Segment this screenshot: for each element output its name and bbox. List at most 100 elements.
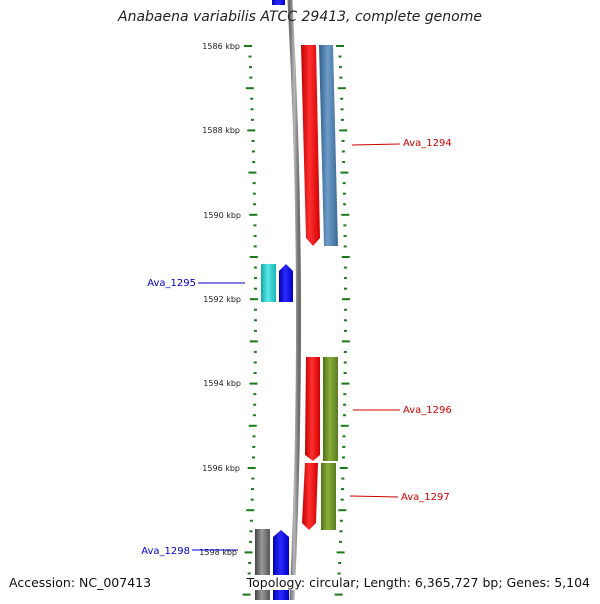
scale-tick-label: 1596 kbp xyxy=(202,464,240,473)
scale-tick-minor xyxy=(253,277,257,280)
cog-ava-1294[interactable] xyxy=(319,45,338,246)
gene-label-ava-1298[interactable]: Ava_1298 xyxy=(141,546,190,557)
scale-tick-minor xyxy=(249,519,253,522)
scale-tick-major xyxy=(337,87,346,90)
cds-ava-1294[interactable] xyxy=(301,45,320,246)
scale-tick-label: 1592 kbp xyxy=(203,295,241,304)
genome-backbone xyxy=(287,0,302,601)
scale-tick-minor xyxy=(342,182,346,185)
scale-tick-major xyxy=(248,424,257,427)
scale-tick-major xyxy=(249,340,258,343)
scale-tick-minor xyxy=(341,150,345,153)
scale-tick-minor xyxy=(250,108,254,111)
scale-tick-minor xyxy=(252,414,256,417)
scale-tick-minor xyxy=(343,308,347,311)
scale-tick-label: 1586 kbp xyxy=(202,42,240,51)
scale-tick-minor xyxy=(252,161,256,164)
scale-tick-minor xyxy=(341,456,345,459)
scale-tick-minor xyxy=(253,245,257,248)
leader-ava-1294 xyxy=(351,143,401,146)
scale-tick-minor xyxy=(343,393,347,396)
scale-tick-minor xyxy=(343,350,347,353)
scale-tick-minor xyxy=(343,361,347,364)
leader-ava-1297 xyxy=(349,495,399,498)
scale-tick-minor xyxy=(253,361,257,364)
scale-tick-minor xyxy=(340,498,344,501)
scale-tick-major xyxy=(340,424,349,427)
scale-tick-minor xyxy=(251,139,255,142)
scale-tick-minor xyxy=(253,329,257,332)
scale-tick-minor xyxy=(251,488,255,491)
scale-tick-minor xyxy=(253,203,257,206)
cds-ava-1297[interactable] xyxy=(302,463,318,530)
scale-tick-minor xyxy=(253,308,257,311)
cds-top-partial[interactable] xyxy=(272,0,285,5)
scale-tick-minor xyxy=(252,435,256,438)
scale-tick-minor xyxy=(342,161,346,164)
scale-tick-major xyxy=(249,382,258,385)
scale-tick-minor xyxy=(338,66,342,69)
scale-tick-minor xyxy=(253,372,257,375)
scale-tick-label: 1598 kbp xyxy=(199,548,237,557)
accession-text: Accession: NC_007413 xyxy=(7,575,154,590)
scale-tick-major xyxy=(247,467,256,469)
scale-tick-minor xyxy=(253,234,257,237)
gene-label-ava-1297[interactable]: Ava_1297 xyxy=(401,492,450,503)
scale-tick-minor xyxy=(338,55,342,58)
scale-tick-minor xyxy=(339,540,343,543)
scale-tick-minor xyxy=(253,393,257,396)
scale-tick-minor xyxy=(338,561,342,564)
scale-tick-minor xyxy=(343,403,347,406)
scale-tick-minor xyxy=(342,414,346,417)
scale-tick-minor xyxy=(339,530,343,533)
cds-ava-1295[interactable] xyxy=(279,264,293,302)
scale-tick-minor xyxy=(343,277,347,280)
scale-tick-major xyxy=(244,45,252,47)
scale-tick-minor xyxy=(337,572,341,575)
scale-tick-major xyxy=(249,256,258,258)
scale-tick-minor xyxy=(342,435,346,438)
scale-tick-minor xyxy=(251,477,255,480)
scale-tick-major xyxy=(338,509,347,512)
scale-tick-major xyxy=(249,213,258,216)
scale-tick-major xyxy=(341,213,350,216)
scale-tick-minor xyxy=(253,266,257,269)
scale-tick-minor xyxy=(342,192,346,195)
scale-tick-minor xyxy=(250,97,254,100)
scale-tick-minor xyxy=(341,139,345,142)
scale-tick-minor xyxy=(343,224,347,227)
scale-tick-minor xyxy=(341,477,345,480)
scale-tick-label: 1588 kbp xyxy=(202,126,240,135)
scale-tick-minor xyxy=(248,561,252,564)
scale-tick-major xyxy=(341,340,350,343)
gene-label-ava-1295[interactable]: Ava_1295 xyxy=(147,278,196,289)
scale-tick-minor xyxy=(250,498,254,501)
cog-ava-1296[interactable] xyxy=(323,357,338,461)
scale-tick-minor xyxy=(253,350,257,353)
scale-tick-major xyxy=(246,509,255,512)
cog-ava-1297[interactable] xyxy=(321,463,336,530)
scale-tick-minor xyxy=(250,118,254,121)
scale-tick-minor xyxy=(341,488,345,491)
scale-tick-minor xyxy=(253,403,257,406)
scale-tick-minor xyxy=(247,572,251,575)
scale-tick-minor xyxy=(342,445,346,448)
scale-tick-minor xyxy=(343,287,347,290)
scale-tick-minor xyxy=(253,319,257,322)
scale-tick-minor xyxy=(340,118,344,121)
scale-tick-minor xyxy=(343,234,347,237)
scale-tick-minor xyxy=(249,540,253,543)
gene-label-ava-1294[interactable]: Ava_1294 xyxy=(403,138,452,149)
cds-ava-1296[interactable] xyxy=(305,357,320,461)
scale-tick-major xyxy=(244,551,253,554)
scale-tick-major xyxy=(334,593,343,596)
scale-tick-minor xyxy=(340,97,344,100)
gene-label-ava-1296[interactable]: Ava_1296 xyxy=(403,405,452,416)
scale-tick-minor xyxy=(249,530,253,533)
scale-tick-major xyxy=(336,45,344,47)
cog-ava-1295[interactable] xyxy=(261,264,276,302)
inner-tick-rail xyxy=(242,45,258,596)
scale-tick-major xyxy=(336,551,345,554)
